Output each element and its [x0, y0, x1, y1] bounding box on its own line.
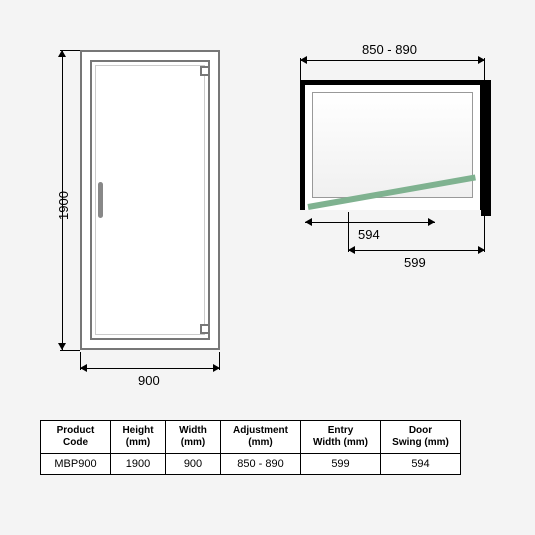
jamb-foot [481, 206, 491, 216]
height-label: 1900 [56, 191, 71, 220]
table-cell: MBP900 [41, 454, 111, 475]
table-cell: 850 - 890 [221, 454, 301, 475]
diagram-canvas: 1900 900 850 - 890 594 599 ProductCodeHe… [0, 0, 535, 535]
swing-label: 594 [358, 227, 380, 242]
hinge-icon [200, 66, 210, 76]
door-front-frame [80, 50, 220, 350]
plan-top-dimension [300, 60, 485, 61]
entry-label: 599 [404, 255, 426, 270]
table-cell: 599 [301, 454, 381, 475]
plan-top-label: 850 - 890 [362, 42, 417, 57]
table-header: Adjustment(mm) [221, 421, 301, 454]
table-cell: 900 [166, 454, 221, 475]
plan-view [300, 80, 485, 210]
table-cell: 594 [381, 454, 461, 475]
handle-icon [98, 182, 103, 218]
table-header: Width(mm) [166, 421, 221, 454]
spec-table: ProductCodeHeight(mm)Width(mm)Adjustment… [40, 420, 461, 475]
entry-dimension [348, 250, 485, 251]
table-cell: 1900 [111, 454, 166, 475]
width-dimension [80, 368, 220, 369]
jamb [485, 80, 491, 210]
table-header: Height(mm) [111, 421, 166, 454]
table-header: ProductCode [41, 421, 111, 454]
table-header: EntryWidth (mm) [301, 421, 381, 454]
door-front-glass [90, 60, 210, 340]
hinge-icon [200, 324, 210, 334]
swing-dimension [305, 222, 435, 223]
ext-line [60, 350, 80, 351]
table-row: MBP9001900900850 - 890599594 [41, 454, 461, 475]
table-header: DoorSwing (mm) [381, 421, 461, 454]
width-label: 900 [138, 373, 160, 388]
